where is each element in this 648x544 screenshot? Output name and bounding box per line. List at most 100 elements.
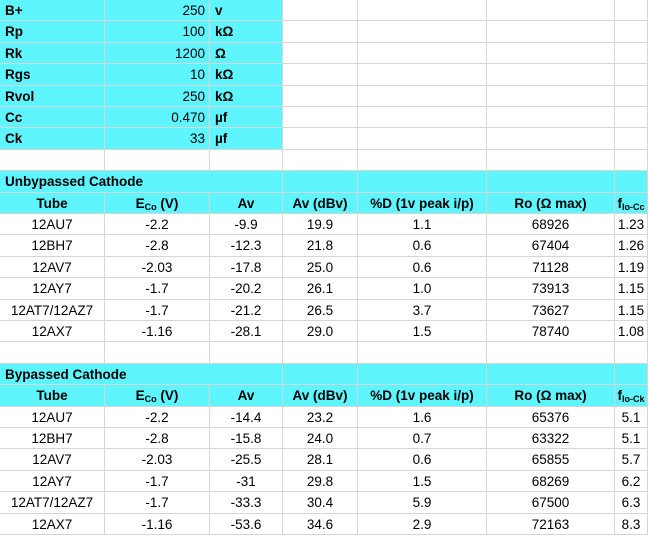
- param-name-cell[interactable]: Rvol: [0, 85, 105, 107]
- header-av[interactable]: Av: [210, 385, 283, 407]
- bypassed-cell-tube[interactable]: 12AV7: [0, 449, 105, 471]
- bypassed-cell-dist[interactable]: 1.5: [358, 470, 487, 493]
- bypassed-cell-ro[interactable]: 65855: [487, 449, 615, 471]
- unbypassed-cell-dist[interactable]: 1.1: [358, 214, 487, 236]
- bypassed-cell-dist[interactable]: 5.9: [358, 492, 487, 514]
- bypassed-cell-f[interactable]: 5.1: [615, 406, 648, 428]
- empty-cell[interactable]: [210, 342, 283, 364]
- header-av-dbv[interactable]: Av (dBv): [283, 385, 358, 407]
- empty-cell[interactable]: [487, 64, 615, 86]
- empty-cell[interactable]: [487, 85, 615, 107]
- unbypassed-cell-f[interactable]: 1.15: [615, 278, 648, 300]
- empty-cell[interactable]: [358, 342, 487, 364]
- empty-cell[interactable]: [283, 21, 358, 43]
- empty-cell[interactable]: [358, 128, 487, 150]
- empty-cell[interactable]: [615, 149, 648, 172]
- bypassed-cell-av[interactable]: -53.6: [210, 513, 283, 535]
- unbypassed-cell-tube[interactable]: 12BH7: [0, 235, 105, 257]
- bypassed-cell-eco[interactable]: -1.16: [105, 513, 210, 535]
- unbypassed-cell-tube[interactable]: 12AY7: [0, 278, 105, 300]
- empty-cell[interactable]: [283, 107, 358, 129]
- bypassed-cell-av[interactable]: -31: [210, 470, 283, 493]
- empty-cell[interactable]: [615, 342, 648, 364]
- param-unit-cell[interactable]: kΩ: [210, 64, 283, 86]
- empty-cell[interactable]: [283, 85, 358, 107]
- empty-cell[interactable]: [487, 107, 615, 129]
- bypassed-cell-av[interactable]: -25.5: [210, 449, 283, 471]
- bypassed-cell-dist[interactable]: 1.6: [358, 406, 487, 428]
- bypassed-cell-avdb[interactable]: 28.1: [283, 449, 358, 471]
- param-value-cell[interactable]: 33: [105, 128, 210, 150]
- bypassed-cell-f[interactable]: 6.2: [615, 470, 648, 493]
- empty-cell[interactable]: [358, 64, 487, 86]
- param-name-cell[interactable]: Rp: [0, 21, 105, 43]
- param-name-cell[interactable]: Rk: [0, 42, 105, 65]
- empty-cell[interactable]: [487, 149, 615, 172]
- param-name-cell[interactable]: Cc: [0, 107, 105, 129]
- header-fill-cell[interactable]: [487, 363, 615, 386]
- param-name-cell[interactable]: Ck: [0, 128, 105, 150]
- unbypassed-cell-tube[interactable]: 12AU7: [0, 214, 105, 236]
- bypassed-cell-ro[interactable]: 68269: [487, 470, 615, 493]
- empty-cell[interactable]: [358, 21, 487, 43]
- unbypassed-cell-f[interactable]: 1.26: [615, 235, 648, 257]
- unbypassed-cell-ro[interactable]: 71128: [487, 256, 615, 279]
- unbypassed-cell-eco[interactable]: -2.03: [105, 256, 210, 279]
- unbypassed-cell-avdb[interactable]: 26.1: [283, 278, 358, 300]
- bypassed-cell-tube[interactable]: 12BH7: [0, 428, 105, 450]
- bypassed-cell-eco[interactable]: -1.7: [105, 470, 210, 493]
- empty-cell[interactable]: [615, 0, 648, 22]
- header-ro[interactable]: Ro (Ω max): [487, 192, 615, 214]
- unbypassed-cell-ro[interactable]: 67404: [487, 235, 615, 257]
- bypassed-cell-tube[interactable]: 12AT7/12AZ7: [0, 492, 105, 514]
- bypassed-cell-dist[interactable]: 0.7: [358, 428, 487, 450]
- param-value-cell[interactable]: 250: [105, 85, 210, 107]
- unbypassed-cell-avdb[interactable]: 25.0: [283, 256, 358, 279]
- param-unit-cell[interactable]: kΩ: [210, 85, 283, 107]
- unbypassed-cell-av[interactable]: -12.3: [210, 235, 283, 257]
- header-distortion[interactable]: %D (1v peak i/p): [358, 192, 487, 214]
- empty-cell[interactable]: [283, 128, 358, 150]
- unbypassed-cell-avdb[interactable]: 19.9: [283, 214, 358, 236]
- bypassed-cell-avdb[interactable]: 29.8: [283, 470, 358, 493]
- empty-cell[interactable]: [0, 149, 105, 172]
- bypassed-cell-ro[interactable]: 67500: [487, 492, 615, 514]
- unbypassed-cell-ro[interactable]: 73627: [487, 299, 615, 321]
- empty-cell[interactable]: [283, 0, 358, 22]
- bypassed-cell-tube[interactable]: 12AY7: [0, 470, 105, 493]
- header-av-dbv[interactable]: Av (dBv): [283, 192, 358, 214]
- header-tube[interactable]: Tube: [0, 385, 105, 407]
- bypassed-cell-eco[interactable]: -2.8: [105, 428, 210, 450]
- empty-cell[interactable]: [615, 42, 648, 65]
- empty-cell[interactable]: [210, 149, 283, 172]
- bypassed-cell-f[interactable]: 5.1: [615, 428, 648, 450]
- unbypassed-cell-dist[interactable]: 3.7: [358, 299, 487, 321]
- bypassed-cell-f[interactable]: 5.7: [615, 449, 648, 471]
- empty-cell[interactable]: [487, 21, 615, 43]
- header-eco[interactable]: ECo (V): [105, 192, 210, 214]
- header-ro[interactable]: Ro (Ω max): [487, 385, 615, 407]
- empty-cell[interactable]: [283, 64, 358, 86]
- param-unit-cell[interactable]: Ω: [210, 42, 283, 65]
- unbypassed-cell-av[interactable]: -20.2: [210, 278, 283, 300]
- unbypassed-title[interactable]: Unbypassed Cathode: [0, 171, 210, 193]
- unbypassed-cell-av[interactable]: -28.1: [210, 321, 283, 343]
- unbypassed-cell-tube[interactable]: 12AV7: [0, 256, 105, 279]
- header-fill-cell[interactable]: [283, 171, 358, 193]
- unbypassed-cell-eco[interactable]: -2.2: [105, 214, 210, 236]
- param-value-cell[interactable]: 0.470: [105, 107, 210, 129]
- unbypassed-cell-tube[interactable]: 12AT7/12AZ7: [0, 299, 105, 321]
- param-unit-cell[interactable]: kΩ: [210, 21, 283, 43]
- unbypassed-cell-avdb[interactable]: 21.8: [283, 235, 358, 257]
- bypassed-cell-av[interactable]: -33.3: [210, 492, 283, 514]
- header-fill-cell[interactable]: [358, 363, 487, 386]
- bypassed-cell-avdb[interactable]: 34.6: [283, 513, 358, 535]
- bypassed-title[interactable]: Bypassed Cathode: [0, 363, 210, 386]
- unbypassed-cell-eco[interactable]: -1.7: [105, 278, 210, 300]
- header-fill-cell[interactable]: [487, 171, 615, 193]
- header-fill-cell[interactable]: [283, 363, 358, 386]
- empty-cell[interactable]: [615, 107, 648, 129]
- unbypassed-cell-f[interactable]: 1.19: [615, 256, 648, 279]
- header-tube[interactable]: Tube: [0, 192, 105, 214]
- bypassed-cell-tube[interactable]: 12AX7: [0, 513, 105, 535]
